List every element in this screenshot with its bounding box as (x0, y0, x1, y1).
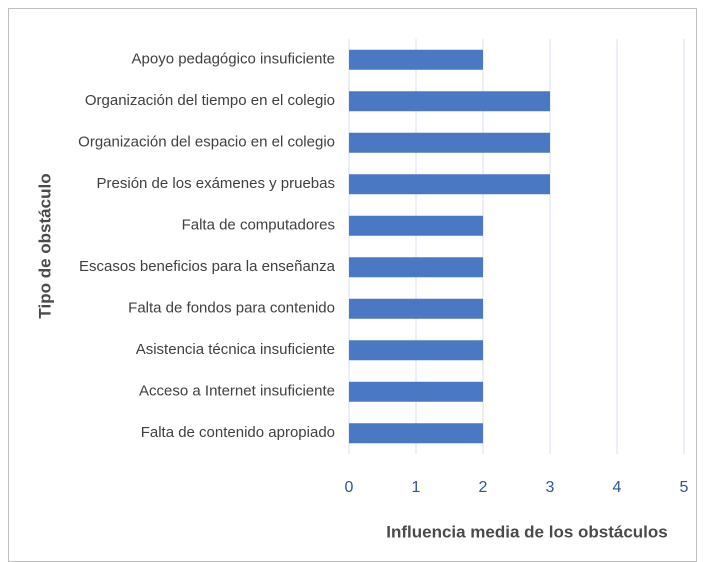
bar (349, 132, 550, 153)
y-tick-label: Escasos beneficios para la enseñanza (79, 258, 336, 275)
x-axis-label: Influencia media de los obstáculos (386, 522, 668, 541)
x-tick-label: 3 (546, 479, 555, 496)
bar (349, 91, 550, 112)
y-tick-label: Organización del tiempo en el colegio (85, 92, 335, 109)
x-tick-label: 1 (412, 479, 421, 496)
y-tick-label: Falta de contenido apropiado (141, 424, 335, 441)
bar (349, 257, 483, 278)
bar (349, 174, 550, 195)
y-axis-label: Tipo de obstáculo (35, 173, 54, 318)
bar (349, 298, 483, 319)
bar (349, 215, 483, 236)
x-tick-label: 5 (680, 479, 689, 496)
y-tick-label: Apoyo pedagógico insuficiente (132, 51, 335, 68)
bar (349, 340, 483, 361)
x-tick-label: 2 (479, 479, 488, 496)
y-tick-label: Falta de computadores (182, 217, 335, 234)
bar (349, 423, 483, 444)
y-tick-label: Asistencia técnica insuficiente (136, 341, 335, 358)
bar (349, 381, 483, 402)
bar (349, 49, 483, 70)
x-tick-label: 4 (613, 479, 622, 496)
y-tick-label: Acceso a Internet insuficiente (139, 383, 335, 400)
x-tick-label: 0 (345, 479, 354, 496)
y-tick-label: Organización del espacio en el colegio (78, 134, 335, 151)
y-tick-label: Falta de fondos para contenido (128, 300, 335, 317)
y-tick-label: Presión de los exámenes y pruebas (97, 175, 335, 192)
